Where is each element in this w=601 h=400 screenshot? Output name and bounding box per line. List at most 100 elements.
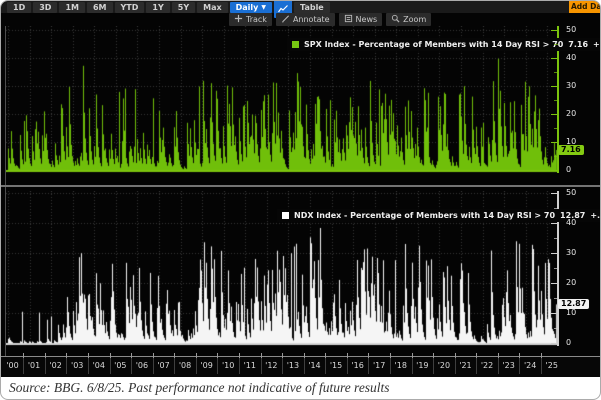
range-tab-3d[interactable]: 3D: [33, 1, 58, 13]
x-axis-label-01: '01: [27, 361, 41, 370]
x-axis-label-07: '07: [157, 361, 170, 370]
x-axis-separator: [476, 358, 477, 374]
range-tab-5y[interactable]: 5Y: [171, 1, 196, 13]
zoom-button-label: Zoom: [403, 14, 427, 24]
range-tab-1d[interactable]: 1D: [7, 1, 32, 13]
track-button[interactable]: Track: [229, 12, 272, 26]
range-tab-6m[interactable]: 6M: [86, 1, 113, 13]
x-axis-label-03: '03: [71, 361, 84, 370]
x-axis-tick: [498, 353, 499, 358]
ndx-y-tick-label-10: 10: [566, 308, 577, 317]
ndx-last-change: +.99: [590, 211, 600, 220]
x-axis-separator: [261, 358, 262, 374]
x-axis-label-17: '17: [372, 361, 386, 370]
x-axis-tick: [412, 353, 413, 358]
x-axis-label-19: '19: [416, 361, 429, 370]
pencil-icon: [281, 14, 290, 25]
zoom-button[interactable]: Zoom: [386, 12, 432, 26]
chart-terminal: 1D 3D 1M 6M YTD 1Y 5Y Max Daily ▼ Table Add Da t…: [1, 1, 600, 377]
x-axis-tick: [390, 353, 391, 358]
x-axis-separator: [519, 358, 520, 374]
ndx-y-minor-tick-5: [554, 328, 558, 329]
spx-last-value-badge: 7.16: [558, 145, 584, 155]
x-axis-tick: [110, 353, 111, 358]
spx-y-minor-tick-25: [554, 100, 558, 101]
x-axis-tick: [153, 353, 154, 358]
x-axis-tick: [368, 353, 369, 358]
x-axis-label-02: '02: [49, 361, 62, 370]
ndx-y-minor-tick-45: [554, 208, 558, 209]
x-axis-label-00: '00: [6, 361, 19, 370]
range-tab-1m[interactable]: 1M: [59, 1, 85, 13]
magnifier-icon: [391, 14, 400, 25]
spx-y-tick-label-40: 40: [566, 53, 577, 62]
spx-y-minor-tick-15: [554, 128, 558, 129]
x-axis-separator: [196, 358, 197, 374]
x-axis-tick: [282, 353, 283, 358]
x-axis-tick: [131, 353, 132, 358]
plot-left-border: [5, 26, 6, 356]
x-axis-tick: [455, 353, 456, 358]
ndx-legend[interactable]: NDX Index - Percentage of Members with 1…: [277, 209, 600, 222]
x-axis-separator: [368, 358, 369, 374]
spx-y-minor-tick-35: [554, 72, 558, 73]
x-axis-separator: [304, 358, 305, 374]
x-axis-tick: [174, 353, 175, 358]
ndx-y-minor-tick-35: [554, 238, 558, 239]
x-axis-separator: [282, 358, 283, 374]
ndx-y-tick-label-30: 30: [566, 248, 577, 257]
spx-y-tick-50: [551, 30, 559, 31]
news-button-label: News: [355, 14, 378, 24]
toolbar: 1D 3D 1M 6M YTD 1Y 5Y Max Daily ▼ Table: [1, 1, 600, 18]
ndx-y-tick-50: [551, 193, 559, 194]
ndx-y-minor-tick-25: [554, 268, 558, 269]
range-tab-max[interactable]: Max: [197, 1, 228, 13]
x-axis-tick: [45, 353, 46, 358]
x-axis-separator: [66, 358, 67, 374]
x-axis-label-11: '11: [243, 361, 256, 370]
add-data-button[interactable]: Add Data: [569, 1, 600, 13]
period-dropdown[interactable]: Daily ▼: [229, 1, 273, 13]
spx-legend-label: SPX Index - Percentage of Members with 1…: [304, 40, 564, 49]
x-axis-separator: [390, 358, 391, 374]
spx-last-change: +.80: [593, 40, 600, 49]
crosshair-icon: [234, 14, 243, 25]
x-axis-label-18: '18: [394, 361, 407, 370]
line-chart-icon: [278, 1, 288, 17]
table-button[interactable]: Table: [294, 1, 330, 13]
x-axis-label-09: '09: [200, 361, 213, 370]
x-axis-separator: [412, 358, 413, 374]
track-button-label: Track: [246, 14, 267, 24]
spx-y-minor-tick-45: [554, 44, 558, 45]
x-axis: '00 '01 '02 '03 '04 '05 '06 '07 '08 '09 '10 '11 '12 '…: [1, 353, 600, 377]
source-caption: Source: BBG. 6/8/25. Past performance no…: [1, 377, 600, 399]
x-axis-tick: [476, 353, 477, 358]
spx-y-tick-label-20: 20: [566, 109, 577, 118]
x-axis-tick: [23, 353, 24, 358]
x-axis-separator: [45, 358, 46, 374]
ndx-right-axis-line: [557, 191, 559, 346]
x-axis-label-23: '23: [502, 361, 515, 370]
x-axis-label-21: '21: [459, 361, 472, 370]
x-axis-separator: [88, 358, 89, 374]
x-axis-label-05: '05: [114, 361, 127, 370]
annotate-button[interactable]: Annotate: [275, 12, 335, 26]
range-tab-ytd[interactable]: YTD: [114, 1, 145, 13]
ndx-y-tick-40: [551, 223, 559, 224]
x-axis-label-20: '20: [437, 361, 451, 370]
x-axis-label-12: '12: [265, 361, 278, 370]
x-axis-separator: [131, 358, 132, 374]
spx-y-tick-label-50: 50: [566, 25, 577, 34]
news-button[interactable]: News: [338, 12, 383, 26]
ndx-y-tick-label-50: 50: [566, 188, 577, 197]
x-axis-separator: [110, 358, 111, 374]
range-tab-1y[interactable]: 1Y: [146, 1, 170, 13]
news-icon: [344, 14, 353, 25]
x-axis-tick: [433, 353, 434, 358]
spx-y-minor-tick-5: [554, 156, 558, 157]
spx-legend[interactable]: SPX Index - Percentage of Members with 1…: [287, 38, 600, 51]
x-axis-label-14: '14: [308, 361, 321, 370]
x-axis-label-08: '08: [178, 361, 192, 370]
x-axis-tick: [304, 353, 305, 358]
